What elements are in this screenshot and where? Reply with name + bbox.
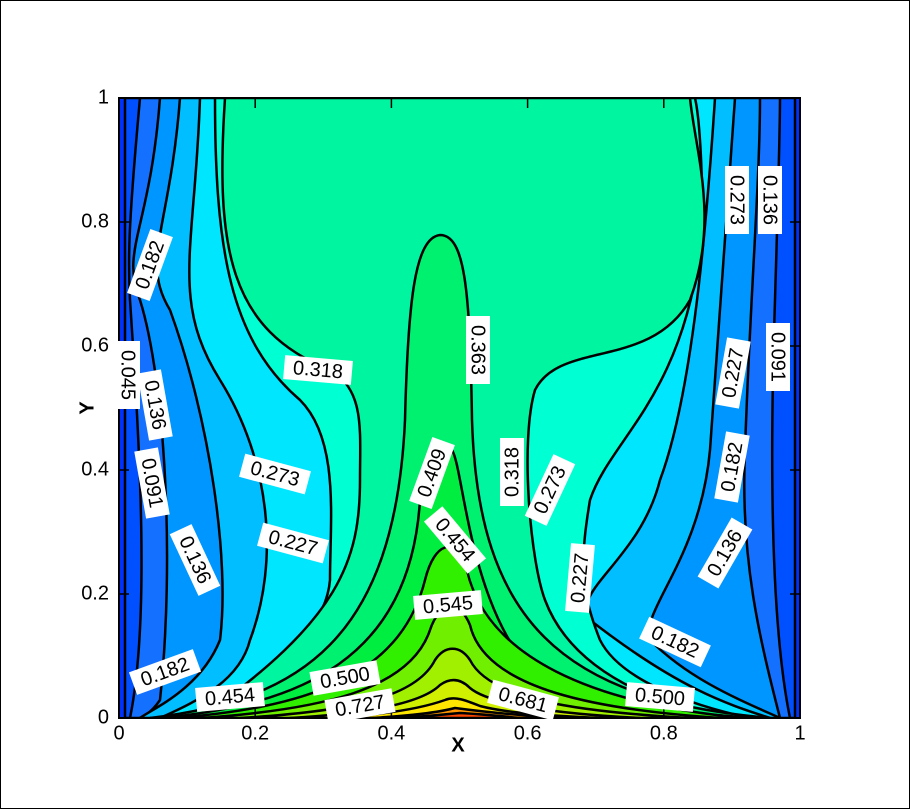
contour-label: 0.318	[283, 355, 353, 385]
contour-label-text: 0.363	[467, 325, 489, 375]
x-tick-label: 0.6	[514, 722, 542, 744]
y-tick-label: 0.8	[81, 210, 109, 232]
x-tick-label: 0.8	[650, 722, 678, 744]
contour-label-bg	[487, 679, 559, 721]
contour-label: 0.136	[758, 166, 782, 234]
contour-label-bg	[766, 323, 790, 391]
contour-label: 0.318	[500, 438, 524, 506]
contour-label-bg	[134, 447, 170, 519]
contour-label-bg	[324, 688, 396, 724]
contour-label-text: 0.273	[726, 175, 748, 225]
contour-label-bg	[758, 166, 782, 234]
contour-label: 0.454	[195, 682, 265, 712]
contour-label-bg	[239, 453, 311, 495]
contour-label-bg	[309, 660, 381, 696]
contour-label-bg	[137, 369, 173, 441]
contour-label-text: 0.318	[292, 357, 344, 383]
x-axis-label: X	[451, 734, 465, 756]
contour-label-bg	[639, 616, 711, 668]
contour-label-bg	[500, 438, 524, 506]
contour-label: 0.091	[766, 323, 790, 391]
y-tick-label: 1	[98, 86, 109, 108]
contour-label-bg	[257, 522, 329, 564]
contour-label-bg	[413, 590, 483, 620]
y-tick-label: 0	[98, 706, 109, 728]
contour-label-bg	[466, 316, 490, 384]
contour-label-text: 0.545	[422, 592, 474, 618]
contour-label-bg	[725, 166, 749, 234]
contour-label-bg	[195, 682, 265, 712]
contour-label-bg	[127, 228, 173, 302]
contour-label-bg	[169, 524, 221, 596]
contour-label-text: 0.318	[501, 447, 523, 497]
contour-label-bg	[715, 337, 751, 409]
contour-label-bg	[283, 355, 353, 385]
contour-label-text: 0.227	[567, 552, 593, 604]
contour-fill	[119, 98, 800, 718]
contour-label-bg	[625, 682, 695, 712]
contour-label: 0.273	[725, 166, 749, 234]
y-tick-label: 0.2	[81, 582, 109, 604]
contour-label-text: 0.045	[117, 350, 139, 400]
contour-label-text: 0.091	[767, 332, 789, 382]
contour-label-text: 0.500	[634, 684, 686, 710]
x-tick-label: 0.4	[377, 722, 405, 744]
contour-label-bg	[524, 454, 576, 526]
y-tick-label: 0.6	[81, 334, 109, 356]
contour-label-bg	[697, 517, 753, 589]
contour-label-bg	[116, 341, 140, 409]
y-axis-label: Y	[76, 401, 98, 415]
contour-label-bg	[565, 543, 595, 613]
contour-label-bg	[423, 506, 487, 574]
x-tick-label: 0.2	[241, 722, 269, 744]
contour-label: 0.545	[413, 590, 483, 620]
contour-label: 0.500	[625, 682, 695, 712]
contour-label-text: 0.454	[204, 684, 256, 710]
contour-label: 0.045	[116, 341, 140, 409]
x-tick-label: 0	[113, 722, 124, 744]
contour-label-bg	[128, 649, 202, 695]
contour-label-text: 0.136	[759, 175, 781, 225]
contour-label-bg	[409, 436, 455, 510]
y-tick-label: 0.4	[81, 458, 109, 480]
x-tick-label: 1	[794, 722, 805, 744]
contour-label: 0.363	[466, 316, 490, 384]
contour-label-bg	[714, 431, 750, 503]
contour-label: 0.227	[565, 543, 595, 613]
